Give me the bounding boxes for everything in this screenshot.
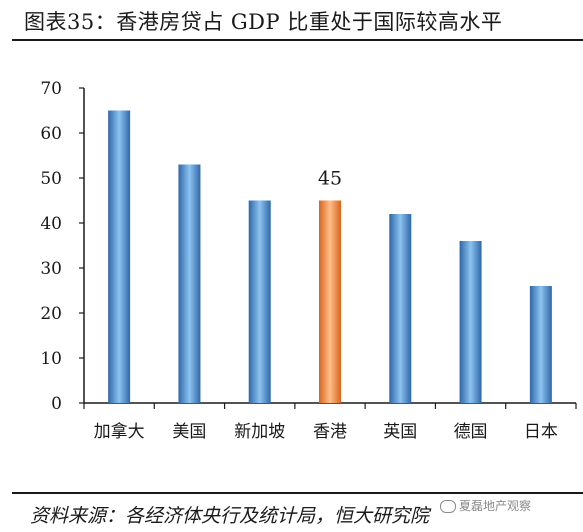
chart-title: 图表35：香港房贷占 GDP 比重处于国际较高水平 — [24, 10, 503, 34]
bar — [248, 200, 271, 403]
bar — [389, 214, 412, 403]
x-category-label: 加拿大 — [94, 421, 145, 442]
bar-highlight — [319, 200, 341, 403]
x-category-label: 德国 — [454, 422, 488, 442]
y-tick-label: 0 — [51, 394, 62, 414]
footer-divider — [12, 492, 583, 494]
source-note: 资料来源：各经济体央行及统计局，恒大研究院 — [30, 505, 430, 527]
x-category-label: 英国 — [383, 422, 417, 442]
x-category-label: 香港 — [313, 422, 347, 442]
bar — [529, 286, 552, 403]
y-tick-label: 10 — [40, 349, 62, 369]
watermark-text: 夏磊地产观察 — [459, 499, 532, 513]
bar-series — [108, 110, 552, 403]
y-tick-label: 20 — [40, 304, 62, 324]
bar-data-label: 45 — [318, 168, 342, 190]
chart-labels: 加拿大 美国 新加坡 香港 英国 德国 日本 45 — [94, 168, 558, 443]
x-category-label: 美国 — [172, 422, 206, 442]
title-divider — [12, 39, 583, 41]
x-category-label: 新加坡 — [234, 422, 285, 442]
wechat-icon — [440, 500, 456, 513]
y-tick-label: 60 — [40, 124, 62, 144]
x-category-label: 日本 — [524, 422, 558, 442]
bar — [178, 164, 201, 403]
y-tick-label: 70 — [40, 79, 62, 99]
y-tick-label: 30 — [40, 259, 62, 279]
y-tick-label: 50 — [40, 169, 62, 189]
bar — [108, 110, 131, 403]
bar — [459, 241, 482, 403]
y-tick-label: 40 — [40, 214, 62, 234]
watermark: 夏磊地产观察 — [440, 497, 531, 514]
chart-axes: 0 10 20 30 40 50 60 70 — [40, 79, 577, 414]
bar-chart: 0 10 20 30 40 50 60 70 加拿大 美国 新加坡 香港 英国 德国 日本 45 — [40, 79, 577, 443]
